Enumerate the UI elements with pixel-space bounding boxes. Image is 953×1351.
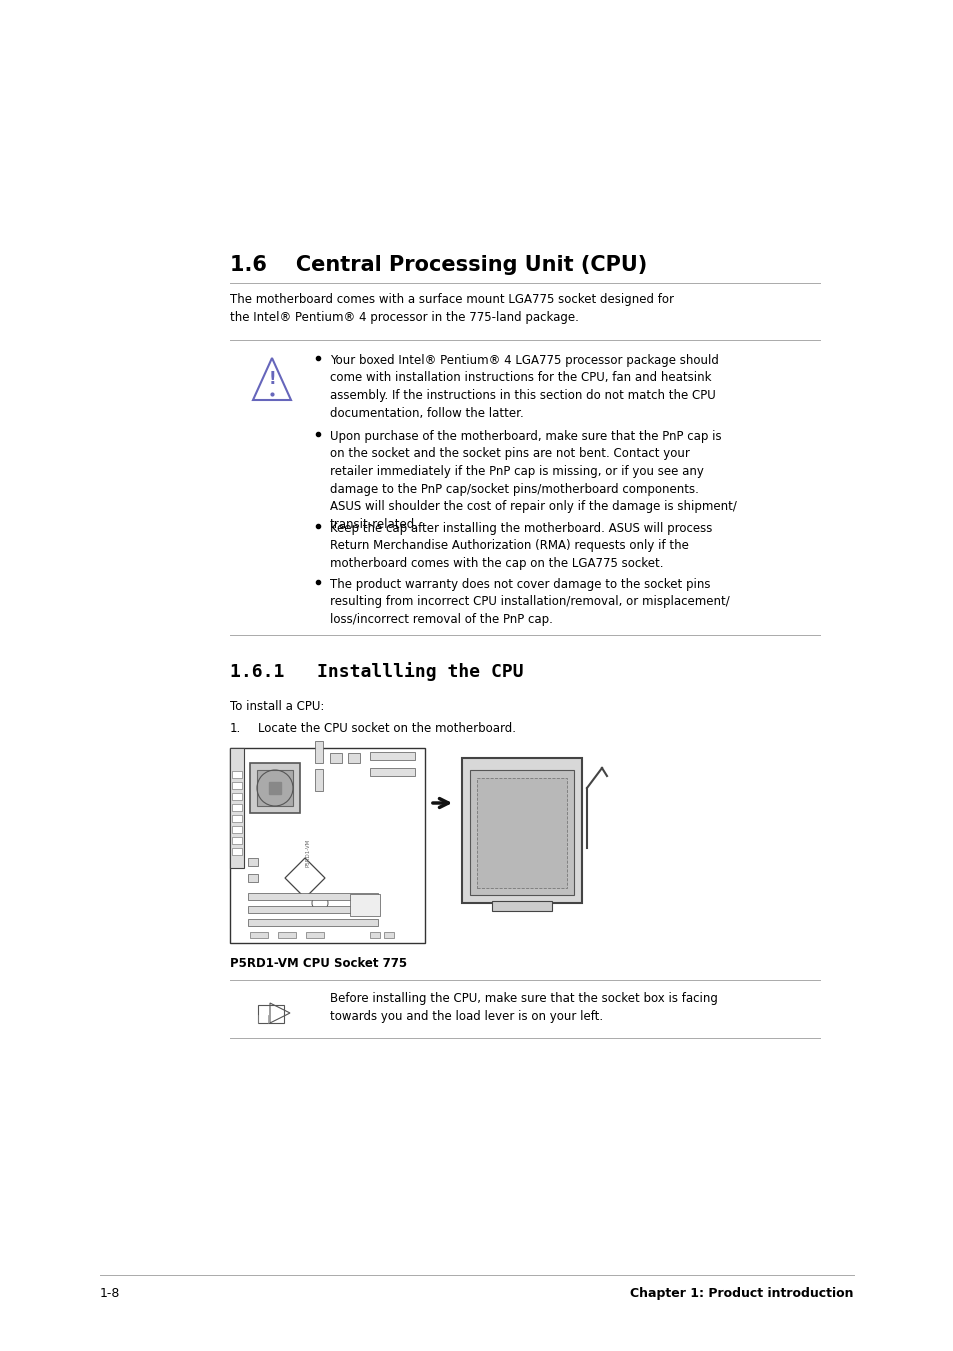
Bar xyxy=(232,848,242,855)
Bar xyxy=(314,740,323,763)
Bar xyxy=(232,793,242,800)
Text: P5RD1-VM CPU Socket 775: P5RD1-VM CPU Socket 775 xyxy=(230,957,407,970)
Text: !: ! xyxy=(268,370,275,388)
Bar xyxy=(476,778,566,888)
Bar xyxy=(348,753,359,763)
Text: The motherboard comes with a surface mount LGA775 socket designed for
the Intel®: The motherboard comes with a surface mou… xyxy=(230,293,673,324)
Bar xyxy=(470,770,574,894)
Bar xyxy=(248,907,377,913)
Bar xyxy=(370,932,379,938)
Text: To install a CPU:: To install a CPU: xyxy=(230,700,324,713)
Bar xyxy=(314,769,323,790)
Text: Before installing the CPU, make sure that the socket box is facing
towards you a: Before installing the CPU, make sure tha… xyxy=(330,992,717,1023)
Bar xyxy=(248,858,257,866)
Bar xyxy=(232,771,242,778)
Text: Your boxed Intel® Pentium® 4 LGA775 processor package should
come with installat: Your boxed Intel® Pentium® 4 LGA775 proc… xyxy=(330,354,719,420)
Bar xyxy=(248,919,377,925)
Text: 1.6    Central Processing Unit (CPU): 1.6 Central Processing Unit (CPU) xyxy=(230,255,646,276)
Bar xyxy=(257,1005,284,1023)
Bar xyxy=(250,932,268,938)
Bar xyxy=(461,758,581,902)
Text: Upon purchase of the motherboard, make sure that the PnP cap is
on the socket an: Upon purchase of the motherboard, make s… xyxy=(330,430,736,531)
Bar xyxy=(256,770,293,807)
Text: 1.: 1. xyxy=(230,721,241,735)
Bar xyxy=(306,932,324,938)
Bar xyxy=(250,763,299,813)
Bar xyxy=(492,901,552,911)
Bar xyxy=(232,782,242,789)
Bar xyxy=(230,748,244,867)
Bar xyxy=(370,753,415,761)
Bar xyxy=(232,825,242,834)
Bar xyxy=(350,894,379,916)
Bar xyxy=(232,815,242,821)
Bar xyxy=(230,748,424,943)
Text: Keep the cap after installing the motherboard. ASUS will process
Return Merchand: Keep the cap after installing the mother… xyxy=(330,521,712,570)
Text: Chapter 1: Product introduction: Chapter 1: Product introduction xyxy=(630,1288,853,1300)
Bar xyxy=(248,874,257,882)
Bar xyxy=(277,932,295,938)
Text: The product warranty does not cover damage to the socket pins
resulting from inc: The product warranty does not cover dama… xyxy=(330,578,729,626)
Bar xyxy=(330,753,341,763)
Bar xyxy=(248,893,377,900)
Text: P5RD1-VM: P5RD1-VM xyxy=(305,839,310,867)
Bar xyxy=(384,932,394,938)
Bar xyxy=(232,804,242,811)
Bar xyxy=(370,767,415,775)
Text: Locate the CPU socket on the motherboard.: Locate the CPU socket on the motherboard… xyxy=(257,721,516,735)
Text: 1.6.1   Installling the CPU: 1.6.1 Installling the CPU xyxy=(230,662,523,681)
Bar xyxy=(232,838,242,844)
Text: 1-8: 1-8 xyxy=(100,1288,120,1300)
